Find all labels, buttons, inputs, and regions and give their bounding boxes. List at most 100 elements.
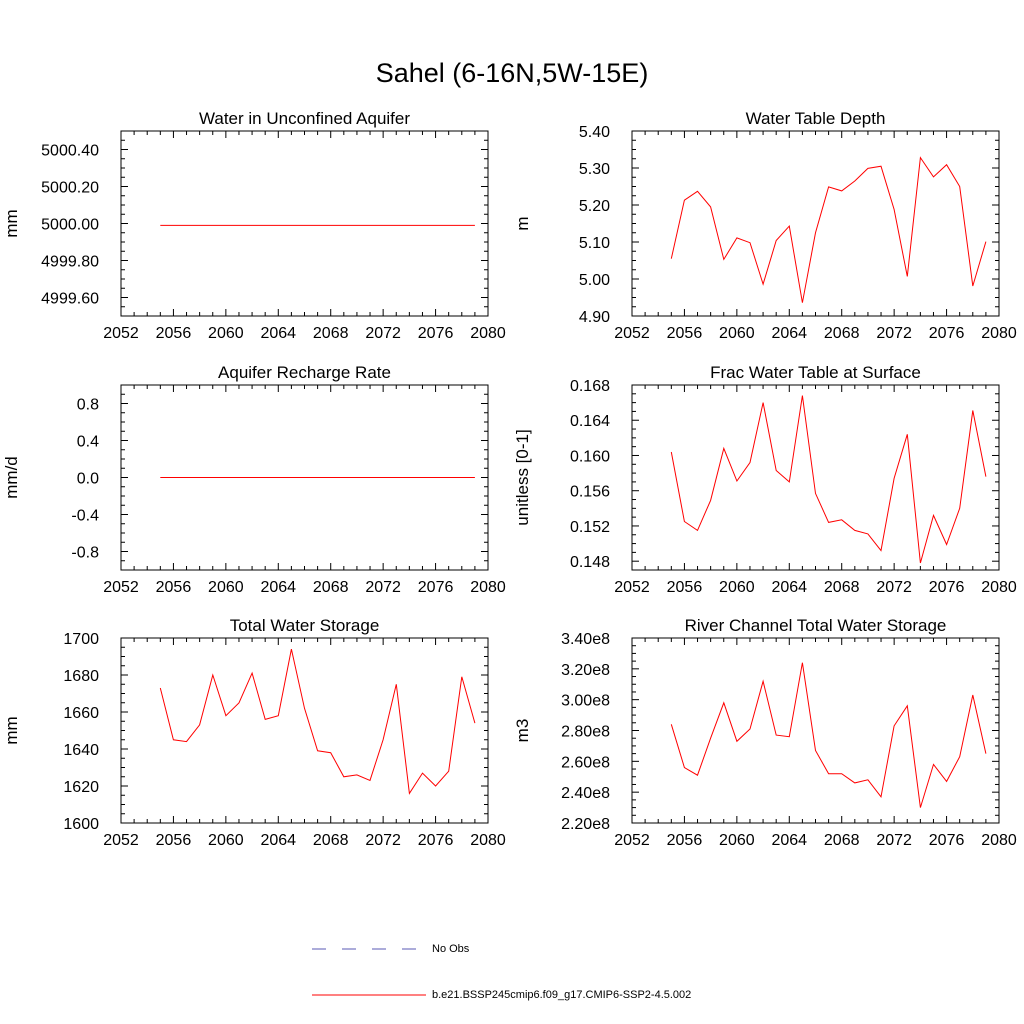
chart-title: Water Table Depth: [746, 109, 886, 128]
y-axis-label: mm/d: [2, 456, 21, 499]
x-tick-label: 2064: [260, 832, 296, 849]
x-tick-label: 2056: [667, 579, 703, 596]
x-tick-label: 2052: [614, 832, 650, 849]
chart-title: Frac Water Table at Surface: [710, 363, 921, 382]
x-tick-label: 2052: [614, 325, 650, 342]
chart-svg-aquifer-water: Water in Unconfined Aquifer 2052 2056 2060 2…: [2, 109, 506, 342]
chart-title: Aquifer Recharge Rate: [218, 363, 391, 382]
y-tick-label: 0.0: [77, 471, 99, 488]
y-tick-label: 3.20e8: [561, 662, 610, 679]
series-line: [670, 395, 987, 564]
y-tick-label: 0.160: [570, 448, 610, 465]
y-tick-label: 1620: [63, 779, 99, 796]
x-tick-label: 2072: [876, 579, 912, 596]
y-tick-label: 5000.40: [41, 143, 99, 160]
x-tick-label: 2064: [260, 579, 296, 596]
x-tick-label: 2080: [470, 325, 506, 342]
x-tick-label: 2060: [208, 832, 244, 849]
x-tick-label: 2076: [418, 579, 454, 596]
x-tick-label: 2060: [208, 325, 244, 342]
y-tick-label: 4999.80: [41, 254, 99, 271]
y-tick-label: 5.40: [579, 124, 610, 141]
x-tick-label: 2068: [824, 579, 860, 596]
x-tick-label: 2064: [260, 325, 296, 342]
y-tick-label: 0.8: [77, 397, 99, 414]
y-tick-label: 1600: [63, 816, 99, 833]
x-tick-label: 2076: [929, 832, 965, 849]
x-tick-label: 2052: [103, 832, 139, 849]
y-axis-label: mm: [2, 716, 21, 744]
y-axis-label: m: [513, 216, 532, 230]
x-tick-label: 2064: [771, 325, 807, 342]
y-tick-label: 1700: [63, 631, 99, 648]
x-tick-label: 2060: [719, 832, 755, 849]
legend-label-no-obs: No Obs: [432, 943, 470, 955]
y-tick-label: 2.20e8: [561, 816, 610, 833]
chart-panel-aquifer-water: Water in Unconfined Aquifer 2052 2056 2060 2…: [2, 101, 518, 356]
series-line: [670, 156, 987, 303]
series-line: [159, 648, 476, 795]
y-tick-label: 0.164: [570, 413, 610, 430]
x-tick-label: 2080: [470, 579, 506, 596]
y-tick-label: 5.30: [579, 161, 610, 178]
y-tick-label: 2.60e8: [561, 754, 610, 771]
x-tick-label: 2068: [313, 325, 349, 342]
y-tick-label: 5.10: [579, 235, 610, 252]
y-tick-label: 4.90: [579, 309, 610, 326]
x-tick-label: 2064: [771, 579, 807, 596]
x-tick-label: 2080: [981, 325, 1017, 342]
y-tick-label: 3.40e8: [561, 631, 610, 648]
y-tick-label: 0.152: [570, 519, 610, 536]
chart-panel-total-water-storage: Total Water Storage 2052 2056 2060 2064 2068 2…: [2, 608, 518, 863]
x-tick-label: 2056: [667, 832, 703, 849]
x-tick-label: 2068: [824, 325, 860, 342]
chart-svg-water-table-depth: Water Table Depth 2052 2056 2060 2064 2068 207…: [513, 109, 1017, 342]
chart-svg-aquifer-recharge: Aquifer Recharge Rate 2052 2056 2060 2064 206…: [2, 363, 506, 596]
y-axis-label: m3: [513, 719, 532, 743]
y-tick-label: -0.8: [71, 545, 99, 562]
page-title: Sahel (6-16N,5W-15E): [375, 58, 649, 88]
x-tick-label: 2080: [981, 579, 1017, 596]
chart-title: River Channel Total Water Storage: [685, 616, 947, 635]
y-axis-label: unitless [0-1]: [513, 429, 532, 525]
chart-panel-river-channel-storage: River Channel Total Water Storage 2052 205…: [513, 608, 1024, 863]
y-tick-label: 3.00e8: [561, 693, 610, 710]
y-tick-label: 2.40e8: [561, 785, 610, 802]
chart-svg-total-water-storage: Total Water Storage 2052 2056 2060 2064 2068 2…: [2, 616, 506, 849]
x-tick-label: 2056: [156, 832, 192, 849]
legend-label-model-run: b.e21.BSSP245cmip6.f09_g17.CMIP6-SSP2-4.…: [432, 989, 692, 1001]
x-tick-label: 2080: [470, 832, 506, 849]
y-tick-label: 5.00: [579, 272, 610, 289]
x-tick-label: 2052: [103, 579, 139, 596]
x-tick-label: 2052: [614, 579, 650, 596]
y-tick-label: 0.168: [570, 378, 610, 395]
y-tick-label: 1640: [63, 742, 99, 759]
chart-svg-river-channel-storage: River Channel Total Water Storage 2052 205…: [513, 616, 1017, 849]
y-tick-label: 1680: [63, 668, 99, 685]
y-tick-label: -0.4: [71, 508, 99, 525]
x-tick-label: 2068: [824, 832, 860, 849]
x-tick-label: 2052: [103, 325, 139, 342]
x-tick-label: 2076: [929, 325, 965, 342]
y-axis-label: mm: [2, 209, 21, 237]
x-tick-label: 2060: [719, 325, 755, 342]
series-line: [670, 662, 987, 808]
x-tick-label: 2072: [876, 325, 912, 342]
chart-panel-water-table-depth: Water Table Depth 2052 2056 2060 2064 2068 207…: [513, 101, 1024, 356]
chart-title: Total Water Storage: [230, 616, 380, 635]
y-tick-label: 0.156: [570, 484, 610, 501]
x-tick-label: 2068: [313, 832, 349, 849]
x-tick-label: 2072: [365, 579, 401, 596]
x-tick-label: 2076: [418, 325, 454, 342]
x-tick-label: 2056: [156, 579, 192, 596]
x-tick-label: 2080: [981, 832, 1017, 849]
x-tick-label: 2076: [418, 832, 454, 849]
x-tick-label: 2060: [208, 579, 244, 596]
y-tick-label: 1660: [63, 705, 99, 722]
chart-title: Water in Unconfined Aquifer: [199, 109, 410, 128]
y-tick-label: 0.148: [570, 554, 610, 571]
y-tick-label: 4999.60: [41, 291, 99, 308]
chart-svg-frac-water-table: Frac Water Table at Surface 2052 2056 2060 2…: [513, 363, 1017, 596]
y-tick-label: 5.20: [579, 198, 610, 215]
